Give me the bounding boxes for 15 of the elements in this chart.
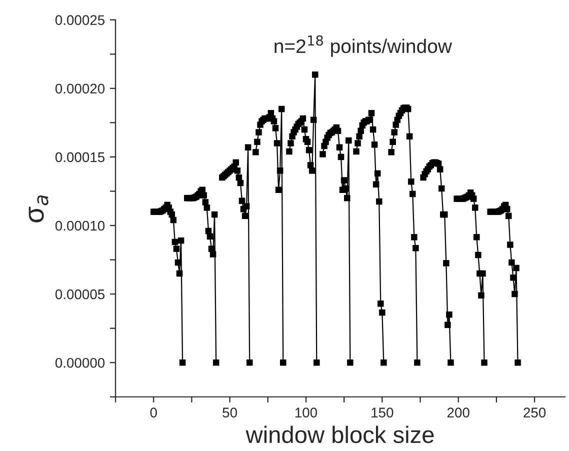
x-tick-label: 100 [295,408,318,418]
x-axis-title: window block size [246,426,434,444]
y-axis-title: σ$_{a}$ [28,195,48,222]
y-tick-label: 0.00015 [55,152,105,162]
y-tick-label: 0.00005 [55,289,105,300]
y-tick-label: 0.00010 [55,220,105,231]
x-tick-label: 250 [524,408,546,418]
y-tick-label: 0.00020 [55,84,105,94]
y-tick-label: 0.00000 [55,358,105,368]
annotation: n=2$^{18}$ points/window [274,35,452,57]
x-tick-label: 50 [222,408,237,418]
x-tick-label: 150 [372,408,394,418]
x-tick-label: 0 [150,408,157,418]
x-tick-label: 200 [447,408,470,418]
y-tick-label: 0.00025 [55,15,105,26]
